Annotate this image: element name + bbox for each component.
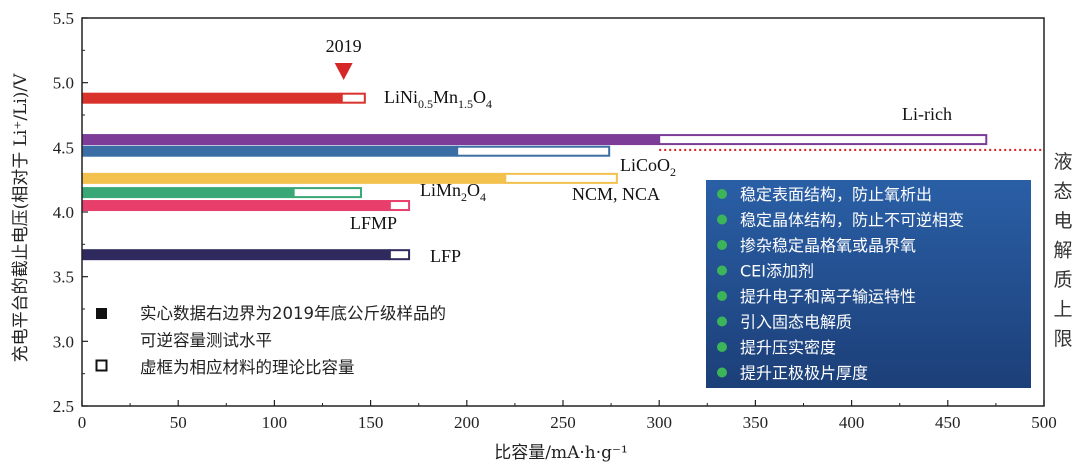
x-tick-label: 0	[78, 413, 87, 432]
legend-hollow: 虚框为相应材料的理论比容量	[140, 358, 355, 377]
side-label-char: 电	[1053, 210, 1072, 232]
side-label-char: 态	[1053, 181, 1072, 203]
side-label-char: 上	[1053, 299, 1072, 321]
x-tick-label: 350	[743, 413, 769, 432]
practical-bar	[82, 172, 506, 184]
bullet-icon	[717, 240, 727, 250]
theoretical-bar	[658, 134, 988, 146]
bullet-icon	[717, 291, 727, 301]
x-axis-title: 比容量/mA·h·g⁻¹	[494, 443, 628, 463]
strategy-item: 提升压实密度	[740, 338, 836, 357]
side-label-char: 解	[1053, 240, 1072, 262]
x-tick-label: 150	[358, 413, 384, 432]
practical-bar	[82, 249, 390, 261]
practical-bar	[82, 145, 458, 157]
bars	[82, 92, 988, 261]
strategy-item: 掺杂稳定晶格氧或晶界氧	[740, 236, 916, 255]
legend-filled-line2: 可逆容量测试水平	[140, 331, 272, 350]
side-label-char: 质	[1053, 269, 1072, 291]
theoretical-bar	[388, 200, 411, 212]
side-label-char: 限	[1053, 328, 1072, 350]
bullet-icon	[717, 342, 727, 352]
y-tick-label: 5.5	[53, 9, 74, 28]
bullet-icon	[717, 316, 727, 327]
strategy-item: 稳定表面结构，防止氧析出	[740, 185, 932, 204]
bullet-icon	[717, 367, 727, 378]
y-tick-label: 2.5	[53, 397, 74, 416]
label-licoo2: LiCoO2	[620, 155, 676, 179]
practical-bar	[82, 200, 390, 212]
label-linimno: LiNi0.5Mn1.5O4	[384, 87, 492, 111]
x-tick-label: 250	[550, 413, 576, 432]
y-tick-label: 3.0	[53, 332, 74, 351]
strategy-item: CEI添加剂	[740, 262, 814, 281]
label-lfmp: LFMP	[350, 213, 397, 233]
side-label-char: 液	[1053, 151, 1072, 173]
label-limn2o4: LiMn2O4	[420, 180, 486, 204]
label-lirich: Li-rich	[902, 104, 952, 124]
plot-frame	[81, 17, 1045, 407]
theoretical-bar	[504, 172, 618, 184]
strategy-item: 引入固态电解质	[740, 313, 852, 332]
y-tick-label: 4.5	[53, 138, 74, 157]
year-marker-icon	[334, 63, 353, 80]
theoretical-bar	[456, 145, 611, 157]
x-tick-label: 400	[839, 413, 865, 432]
year-label: 2019	[326, 36, 362, 56]
legend-hollow-icon	[95, 359, 108, 372]
x-tick-label: 50	[170, 413, 187, 432]
x-tick-label: 200	[454, 413, 480, 432]
theoretical-bar	[340, 92, 366, 104]
legend-filled-line1: 实心数据右边界为2019年底公斤级样品的	[140, 304, 446, 323]
y-axis-title: 充电平台的截止电压(相对于 Li⁺/Li)/V	[11, 73, 31, 363]
theoretical-bar	[388, 249, 411, 261]
strategy-item: 稳定晶体结构，防止不可逆相变	[740, 211, 964, 230]
practical-bar	[82, 187, 294, 199]
label-ncm-nca: NCM, NCA	[572, 184, 660, 204]
strategy-panel	[706, 180, 1031, 388]
x-tick-label: 450	[935, 413, 961, 432]
axis-ticks: 0 50 100 150 200 250 300 350 400 450 500 2.5 3.0 3.5 4…	[53, 9, 1057, 432]
bullet-icon	[717, 214, 727, 225]
strategy-item: 提升正极极片厚度	[740, 364, 868, 383]
practical-bar	[82, 134, 660, 146]
y-tick-label: 3.5	[53, 268, 74, 287]
y-tick-label: 5.0	[53, 74, 74, 93]
legend-filled-icon	[96, 308, 107, 319]
x-tick-label: 500	[1031, 413, 1057, 432]
practical-bar	[82, 92, 342, 104]
bullet-icon	[717, 265, 727, 276]
label-lfp: LFP	[430, 246, 461, 266]
theoretical-bar	[292, 187, 362, 199]
bullet-icon	[717, 189, 727, 199]
strategy-item: 提升电子和离子输运特性	[740, 287, 916, 306]
y-tick-label: 4.0	[53, 203, 74, 222]
x-tick-label: 300	[646, 413, 672, 432]
x-tick-label: 100	[262, 413, 288, 432]
